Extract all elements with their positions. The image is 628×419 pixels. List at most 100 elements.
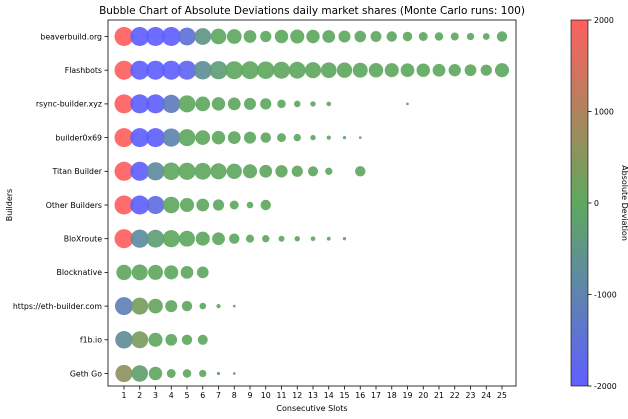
bubble — [131, 331, 149, 349]
bubble — [338, 30, 351, 43]
x-tick-label: 5 — [185, 391, 190, 400]
x-tick-label: 16 — [355, 391, 365, 400]
bubble — [358, 136, 362, 139]
bubble — [216, 371, 221, 376]
bubble — [342, 135, 347, 140]
bubble — [229, 200, 239, 210]
bubble — [199, 302, 207, 310]
bubble — [354, 30, 367, 43]
bubble — [182, 369, 192, 378]
colorbar-tick-label: -1000 — [594, 290, 617, 299]
x-tick-label: 9 — [248, 391, 253, 400]
bubble — [290, 29, 305, 44]
x-tick-label: 25 — [497, 391, 507, 400]
bubble — [243, 97, 257, 110]
bubble — [232, 372, 236, 375]
x-tick-label: 3 — [153, 391, 158, 400]
bubble — [146, 27, 165, 46]
colorbar-tick-label: 0 — [594, 199, 599, 208]
x-tick-label: 15 — [340, 391, 350, 400]
bubble — [148, 332, 163, 347]
x-tick-label: 23 — [466, 391, 476, 400]
y-tick-label: Titan Builder — [51, 167, 102, 176]
bubble — [164, 265, 179, 280]
bubble — [162, 128, 181, 147]
bubble — [226, 29, 242, 44]
bubble — [161, 60, 181, 80]
bubble — [212, 232, 225, 246]
y-axis-label: Builders — [5, 189, 14, 221]
bubble — [434, 32, 444, 41]
bubble — [259, 164, 273, 178]
bubble — [130, 128, 150, 148]
x-tick-label: 22 — [450, 391, 460, 400]
bubble — [384, 63, 399, 78]
bubble — [232, 304, 236, 308]
bubble — [165, 300, 178, 313]
bubble — [310, 236, 316, 242]
bubble — [325, 167, 333, 175]
bubble — [130, 161, 150, 181]
bubble — [177, 60, 197, 80]
bubble — [130, 27, 150, 46]
bubble — [146, 195, 165, 215]
bubble — [273, 61, 290, 79]
colorbar-tick-label: 1000 — [594, 107, 614, 116]
bubble — [166, 369, 176, 378]
bubble — [226, 163, 242, 179]
bubble — [306, 29, 320, 44]
bubble — [178, 129, 196, 147]
bubble — [450, 32, 459, 41]
bubble — [179, 230, 195, 247]
bubble — [181, 334, 193, 346]
bubble — [146, 162, 165, 181]
bubble — [418, 32, 428, 41]
x-axis-ticks: 1 2 3 4 5 6 7 8 9 10 11 12 13 14 15 16 17 18 19 20 21 22 23 24 2… — [122, 386, 507, 400]
bubble — [148, 264, 163, 280]
bubble — [294, 236, 300, 242]
bubble — [146, 60, 165, 80]
bubble — [432, 63, 446, 77]
bubble — [278, 235, 285, 242]
bubble — [386, 31, 397, 42]
x-tick-label: 20 — [418, 391, 428, 400]
bubble — [310, 134, 316, 141]
y-tick-label: rsync-builder.xyz — [36, 100, 102, 109]
bubble — [260, 132, 271, 143]
bubble — [195, 130, 211, 145]
bubble — [225, 61, 244, 80]
bubble — [114, 60, 134, 80]
bubble — [227, 131, 241, 144]
bubble — [291, 165, 303, 177]
bubble — [210, 163, 227, 180]
chart-title: Bubble Chart of Absolute Deviations dail… — [99, 5, 525, 17]
bubble — [199, 369, 207, 378]
bubble — [146, 128, 165, 148]
bubble — [288, 61, 306, 79]
y-tick-label: BloXroute — [64, 235, 102, 244]
bubble — [195, 96, 211, 112]
bubble — [162, 230, 180, 248]
bubble — [178, 95, 196, 113]
x-axis-label: Consecutive Slots — [276, 404, 347, 413]
bubble — [165, 333, 178, 346]
bubble — [326, 101, 332, 107]
x-tick-label: 18 — [387, 391, 397, 400]
bubble — [194, 162, 212, 180]
bubble — [193, 60, 213, 80]
bubble — [115, 364, 133, 383]
bubble — [211, 97, 226, 111]
bubble — [320, 62, 337, 79]
bubble — [326, 135, 331, 140]
bubble — [114, 297, 134, 316]
bubble — [194, 28, 212, 45]
bubble — [310, 101, 316, 107]
bubble — [402, 31, 413, 42]
bubble — [260, 199, 271, 211]
y-tick-label: beaverbuild.org — [40, 32, 102, 41]
bubble — [162, 162, 181, 181]
bubble — [260, 30, 272, 43]
colorbar — [570, 19, 589, 387]
bubble — [322, 30, 336, 43]
